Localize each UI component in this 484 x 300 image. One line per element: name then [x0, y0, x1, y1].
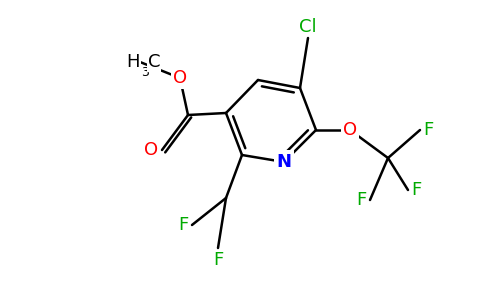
Text: 3: 3 [141, 66, 149, 79]
Text: O: O [343, 121, 357, 139]
Text: O: O [173, 69, 187, 87]
Text: F: F [179, 216, 189, 234]
Text: N: N [276, 153, 291, 171]
Text: C: C [148, 53, 161, 71]
Text: F: F [411, 181, 421, 199]
Text: F: F [423, 121, 433, 139]
Text: F: F [213, 251, 223, 269]
Text: F: F [357, 191, 367, 209]
Text: Cl: Cl [299, 18, 317, 36]
Text: O: O [144, 141, 158, 159]
Text: H: H [126, 53, 140, 71]
